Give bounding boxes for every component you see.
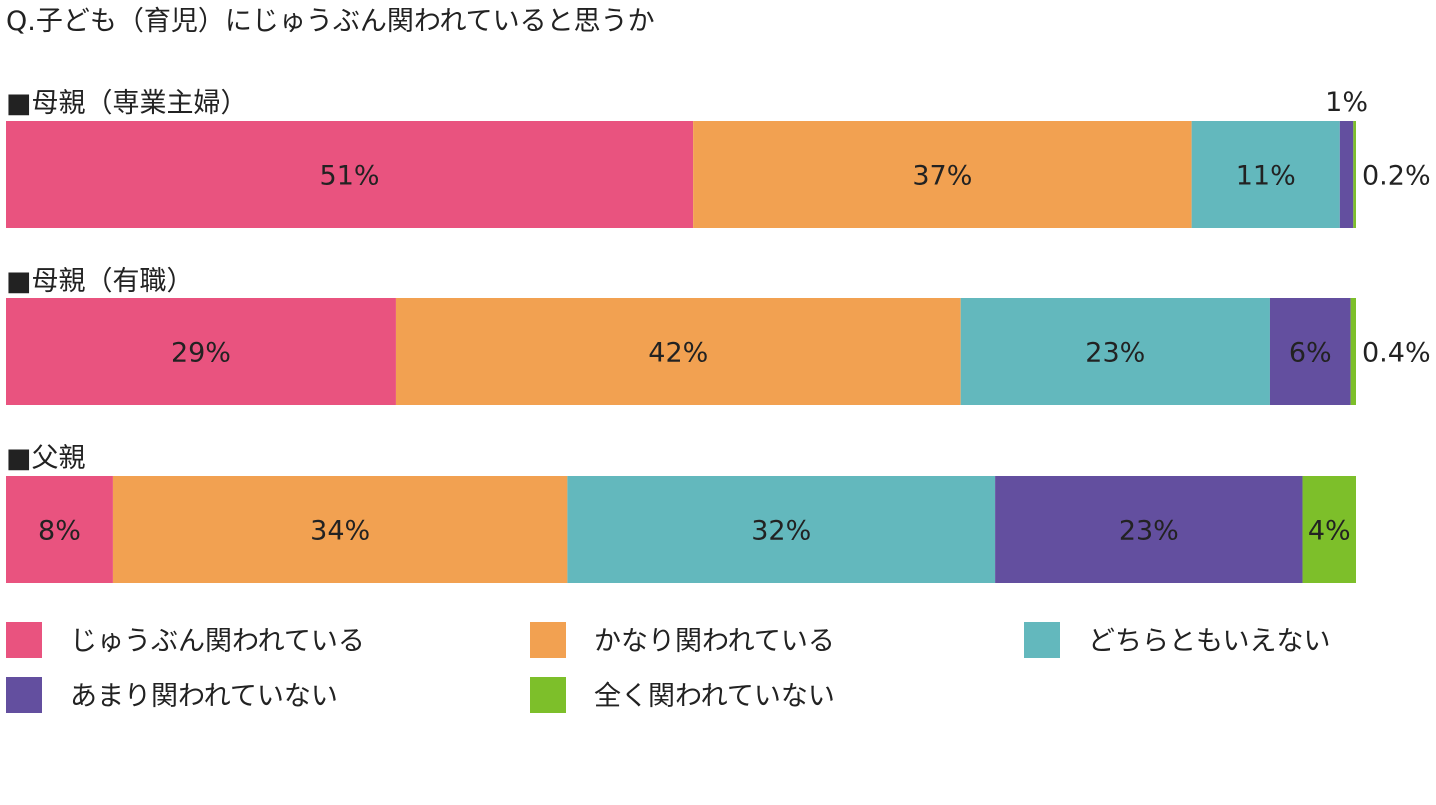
legend-label: どちらともいえない: [1088, 626, 1330, 657]
bar-segment: [1339, 121, 1354, 228]
bar-segment: [960, 298, 1270, 405]
data-label: 8%: [38, 516, 81, 547]
legend-swatch: [6, 622, 42, 658]
category-label: ■母親（有職）: [6, 266, 194, 297]
legend-label: じゅうぶん関われている: [70, 626, 365, 657]
legend-swatch: [1024, 622, 1060, 658]
category-label: ■父親: [6, 443, 86, 474]
bar-segment: [1353, 121, 1356, 228]
chart-title: Q.子ども（育児）にじゅうぶん関われていると思うか: [6, 6, 655, 37]
data-label: 4%: [1308, 516, 1351, 547]
bar-segment: [112, 476, 568, 583]
data-label: 37%: [912, 161, 972, 192]
data-label: 51%: [320, 161, 380, 192]
legend-swatch: [530, 677, 566, 713]
bar-segment: [995, 476, 1303, 583]
data-label: 1%: [1325, 87, 1368, 118]
data-label: 29%: [171, 338, 231, 369]
bar-segment: [1269, 298, 1351, 405]
data-label: 42%: [648, 338, 708, 369]
data-label: 34%: [310, 516, 370, 547]
data-label: 0.4%: [1362, 338, 1431, 369]
data-label: 11%: [1236, 161, 1296, 192]
bar-segment: [1191, 121, 1340, 228]
legend-swatch: [6, 677, 42, 713]
bar-segment: [693, 121, 1192, 228]
legend-swatch: [530, 622, 566, 658]
bar-segment: [567, 476, 996, 583]
data-label: 23%: [1085, 338, 1145, 369]
bars-group: ■母親（専業主婦） 51% 37% 11% 1% 0.2% ■母親（有職） 29% 42% 23%…: [6, 87, 1431, 583]
bar-segment: [6, 121, 694, 228]
bar-segment: [6, 476, 113, 583]
bar-segment: [6, 298, 396, 405]
legend-label: かなり関われている: [594, 626, 835, 657]
bar-segment: [1302, 476, 1356, 583]
data-label: 6%: [1289, 338, 1332, 369]
legend-label: あまり関われていない: [70, 681, 338, 712]
data-label: 0.2%: [1362, 161, 1431, 192]
data-label: 32%: [751, 516, 811, 547]
bar-segment: [1350, 298, 1356, 405]
legend-label: 全く関われていない: [594, 681, 835, 712]
category-label: ■母親（専業主婦）: [6, 88, 248, 119]
data-label: 23%: [1119, 516, 1179, 547]
bar-segment: [395, 298, 961, 405]
